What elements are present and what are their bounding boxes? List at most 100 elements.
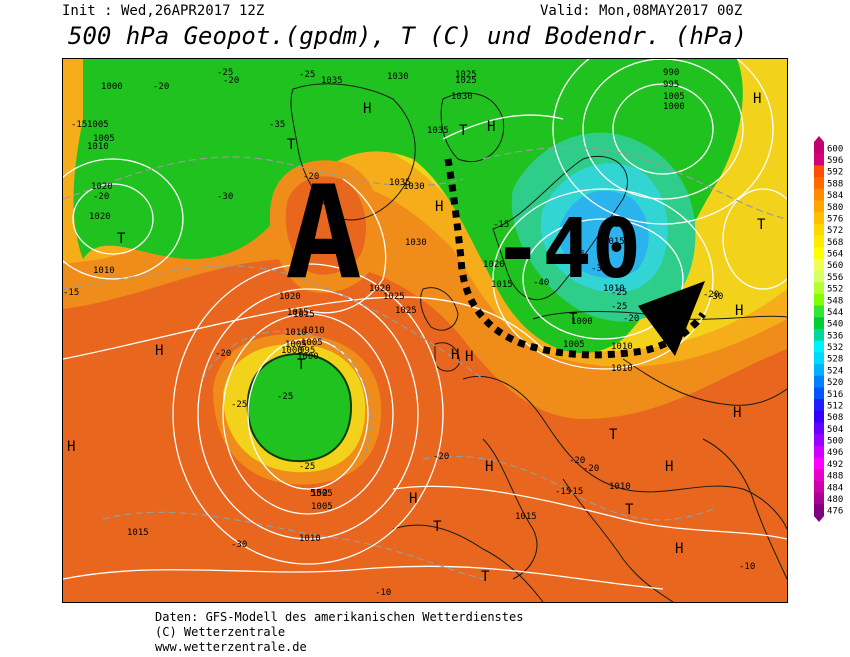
pressure-label: 1005 [311,489,333,499]
scale-swatch [814,177,824,190]
high-symbol: H [409,491,417,507]
temperature-label: -20 [153,82,169,92]
temperature-labels: -20-25-15-20-20-15-25-20-30-25-20-30-35-… [63,68,755,598]
valid-time: Valid: Mon,08MAY2017 00Z [540,3,743,19]
scale-swatch [814,329,824,342]
scale-label: 588 [827,179,843,189]
pressure-label: 1020 [279,292,301,302]
low-symbol: T [481,569,490,585]
footer-url: www.wetterzentrale.de [155,640,307,654]
temperature-label: -20 [583,464,599,474]
pressure-label: 1015 [127,528,149,538]
pressure-label: 1025 [455,70,477,80]
pressure-label: 995 [663,80,679,90]
temperature-label: -20 [303,172,319,182]
scale-label: 580 [827,203,843,213]
scale-swatch [814,434,824,447]
pressure-label: 1005 [285,340,307,350]
scale-swatch [814,445,824,459]
scale-swatch [814,153,824,166]
scale-swatch [814,340,824,353]
scale-swatch [814,387,824,400]
scale-swatch [814,200,824,213]
scale-label: 584 [827,191,843,201]
scale-label: 532 [827,343,843,353]
pressure-label: 1010 [303,326,325,336]
high-symbol: H [465,349,473,365]
pressure-label: 1005 [663,92,685,102]
scale-label: 596 [827,156,843,166]
high-symbol: H [675,541,683,557]
high-symbol: H [735,303,743,319]
scale-swatch [814,247,824,260]
pressure-label: 1010 [603,284,625,294]
inline-height-label: 552 [310,488,328,499]
scale-label: 504 [827,425,843,435]
pressure-label: 1020 [483,260,505,270]
scale-arrow-bottom [814,516,824,522]
scale-swatch [814,399,824,412]
temperature-label: -25 [277,392,293,402]
pressure-label: 1005 [311,502,333,512]
high-symbol: H [435,199,443,215]
scale-label: 600 [827,144,843,154]
pressure-label: 1000 [663,102,685,112]
scale-swatch [814,235,824,248]
scale-swatch [814,410,824,423]
temperature-label: -25 [231,400,247,410]
temperature-label: -20 [93,192,109,202]
scale-swatch [814,165,824,178]
scale-label: 488 [827,472,843,482]
high-symbol: H [67,439,75,455]
scale-swatch [814,282,824,295]
pressure-label: 1030 [451,92,473,102]
scale-label: 496 [827,448,843,458]
temperature-label: -25 [611,302,627,312]
scale-label: 548 [827,296,843,306]
init-time: Init : Wed,26APR2017 12Z [62,3,265,19]
scale-label: 560 [827,261,843,271]
low-symbol: T [609,427,618,443]
scale-label: 592 [827,168,843,178]
high-symbol: H [485,459,493,475]
scale-swatch [814,317,824,330]
pressure-label: 1010 [611,364,633,374]
scale-swatch [814,480,824,494]
temperature-label: -20 [215,349,231,359]
temperature-label: -15 [493,220,509,230]
low-symbol: T [569,311,578,327]
temperature-label: -20 [623,314,639,324]
isotherms [63,146,787,580]
temperature-label: -30 [231,540,247,550]
pressure-label: 1030 [403,182,425,192]
scale-label: 476 [827,507,843,517]
scale-label: 524 [827,366,843,376]
scale-swatch [814,422,824,435]
scale-label: 556 [827,273,843,283]
pressure-label: 1030 [387,72,409,82]
isobars [63,59,787,590]
pressure-label: 1010 [611,342,633,352]
temperature-label: -30 [591,264,607,274]
high-symbol: H [451,347,459,363]
scale-swatch [814,212,824,225]
pressure-label: 1030 [405,238,427,248]
low-symbol: T [459,123,468,139]
pressure-label: 1005 [301,338,323,348]
pressure-label: 1000 [297,352,319,362]
pressure-label: 1025 [383,292,405,302]
pressure-label: 1010 [93,266,115,276]
pressure-label: 995 [299,346,315,356]
temperature-label: -25 [611,288,627,298]
scale-label: 516 [827,390,843,400]
temperature-label: -15 [63,288,79,298]
pressure-label: 1015 [515,512,537,522]
temperature-label: -15 [71,120,87,130]
high-symbol: H [753,91,761,107]
high-symbol: H [155,343,163,359]
big-value-annotation: -40 [493,202,641,297]
temperature-label: -35 [569,250,585,260]
